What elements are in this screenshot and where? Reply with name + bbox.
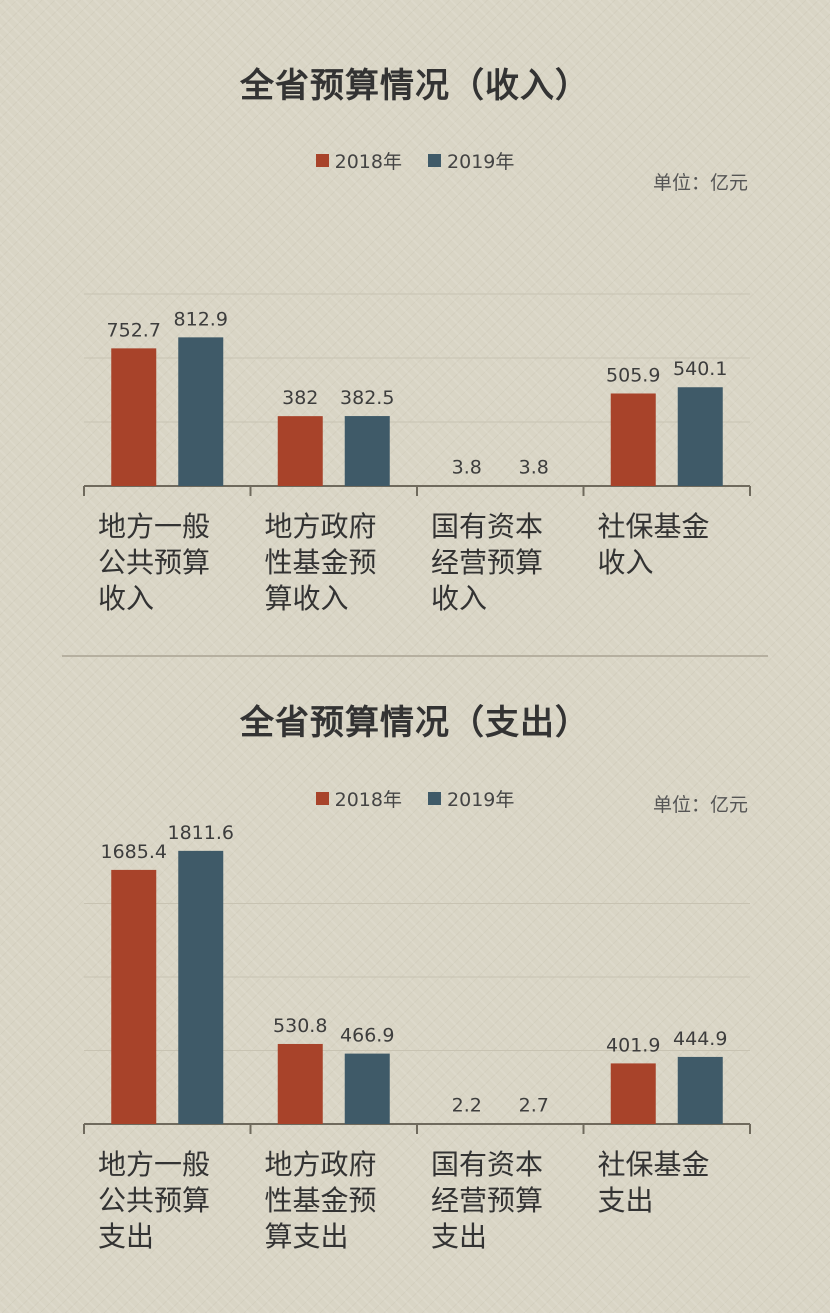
category-label: 经营预算 xyxy=(431,546,543,579)
category-label: 公共预算 xyxy=(98,1184,210,1217)
category-label: 算收入 xyxy=(265,582,349,615)
legend-item-2019: 2019年 xyxy=(428,147,514,174)
category-label: 国有资本 xyxy=(431,1148,543,1181)
legend-swatch-2019 xyxy=(428,154,442,167)
bar xyxy=(677,387,723,486)
category-label: 算支出 xyxy=(265,1220,349,1253)
bar xyxy=(677,1056,723,1124)
data-label: 1685.4 xyxy=(101,841,167,863)
legend-label-2019: 2019年 xyxy=(447,789,515,811)
category-label: 地方政府 xyxy=(265,510,377,543)
data-label: 382 xyxy=(282,387,318,409)
category-label: 支出 xyxy=(98,1220,154,1253)
bar xyxy=(178,850,224,1124)
legend-revenue: 2018年 2019年 xyxy=(0,147,830,174)
data-label: 540.1 xyxy=(673,358,727,380)
bar xyxy=(111,869,157,1124)
data-label: 444.9 xyxy=(673,1028,727,1050)
bar xyxy=(178,337,224,486)
data-label: 530.8 xyxy=(273,1015,327,1037)
legend-label-2019: 2019年 xyxy=(447,151,515,173)
category-label: 支出 xyxy=(598,1184,654,1217)
data-label: 752.7 xyxy=(107,319,161,341)
legend-swatch-2018 xyxy=(315,154,329,167)
data-label: 466.9 xyxy=(340,1025,394,1047)
unit-label-revenue: 单位：亿元 xyxy=(652,172,748,194)
legend-item-2018: 2018年 xyxy=(315,785,402,812)
legend-label-2018: 2018年 xyxy=(334,789,402,811)
category-label: 经营预算 xyxy=(431,1184,543,1217)
category-label: 国有资本 xyxy=(431,510,543,543)
data-label: 2.2 xyxy=(452,1095,482,1117)
category-label: 地方一般 xyxy=(98,1148,210,1181)
category-label: 社保基金 xyxy=(598,1148,710,1181)
category-label: 收入 xyxy=(98,582,154,615)
data-label: 1811.6 xyxy=(168,822,234,844)
data-label: 3.8 xyxy=(519,456,549,478)
category-label: 支出 xyxy=(431,1220,487,1253)
bar xyxy=(277,416,323,486)
section-divider xyxy=(62,655,768,657)
legend-label-2018: 2018年 xyxy=(334,151,402,173)
category-label: 公共预算 xyxy=(98,546,210,579)
chart-title-revenue: 全省预算情况（收入） xyxy=(240,66,590,106)
bar xyxy=(344,416,390,486)
data-label: 3.8 xyxy=(452,456,482,478)
data-label: 382.5 xyxy=(340,387,394,409)
data-label: 812.9 xyxy=(174,308,228,330)
category-label: 地方一般 xyxy=(98,510,210,543)
category-label: 社保基金 xyxy=(598,510,710,543)
category-label: 性基金预 xyxy=(265,1184,377,1217)
bar xyxy=(610,393,656,486)
unit-label-expenditure: 单位：亿元 xyxy=(652,794,748,816)
chart-title-expenditure: 全省预算情况（支出） xyxy=(240,703,590,743)
category-label: 性基金预 xyxy=(265,546,377,579)
legend-expenditure: 2018年 2019年 xyxy=(0,785,830,812)
data-label: 2.7 xyxy=(519,1095,549,1117)
legend-swatch-2019 xyxy=(428,792,442,805)
data-label: 505.9 xyxy=(606,364,660,386)
bar xyxy=(610,1063,656,1124)
category-label: 地方政府 xyxy=(265,1148,377,1181)
legend-item-2018: 2018年 xyxy=(315,147,402,174)
category-label: 收入 xyxy=(598,546,654,579)
bar xyxy=(344,1053,390,1124)
bar xyxy=(277,1043,323,1124)
category-label: 收入 xyxy=(431,582,487,615)
bar xyxy=(111,348,157,486)
legend-item-2019: 2019年 xyxy=(428,785,514,812)
data-label: 401.9 xyxy=(606,1034,660,1056)
legend-swatch-2018 xyxy=(315,792,329,805)
